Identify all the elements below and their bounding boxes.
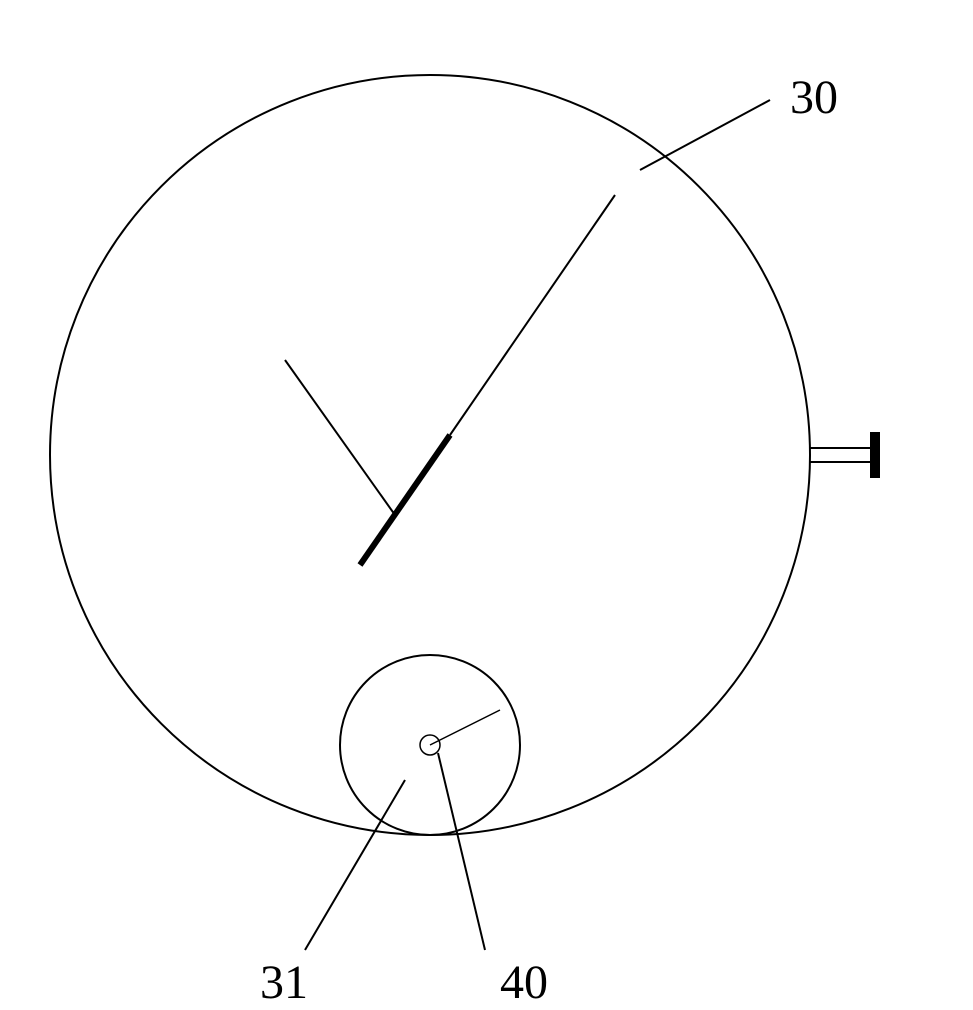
second-hand [450, 195, 615, 435]
reference-label-40: 40 [500, 955, 548, 1010]
reference-label-31: 31 [260, 955, 308, 1010]
main-watch-circle [50, 75, 810, 835]
diagram-svg [0, 0, 973, 1000]
watch-diagram: 30 31 40 [0, 0, 973, 1000]
leader-line-31 [305, 780, 405, 950]
leader-line-30 [640, 100, 770, 170]
leader-line-40 [438, 753, 485, 950]
second-hand-tail [360, 435, 450, 565]
sub-dial-hand [430, 710, 500, 745]
short-hand [285, 360, 395, 515]
reference-label-30: 30 [790, 70, 838, 125]
crown-cap [870, 432, 880, 478]
